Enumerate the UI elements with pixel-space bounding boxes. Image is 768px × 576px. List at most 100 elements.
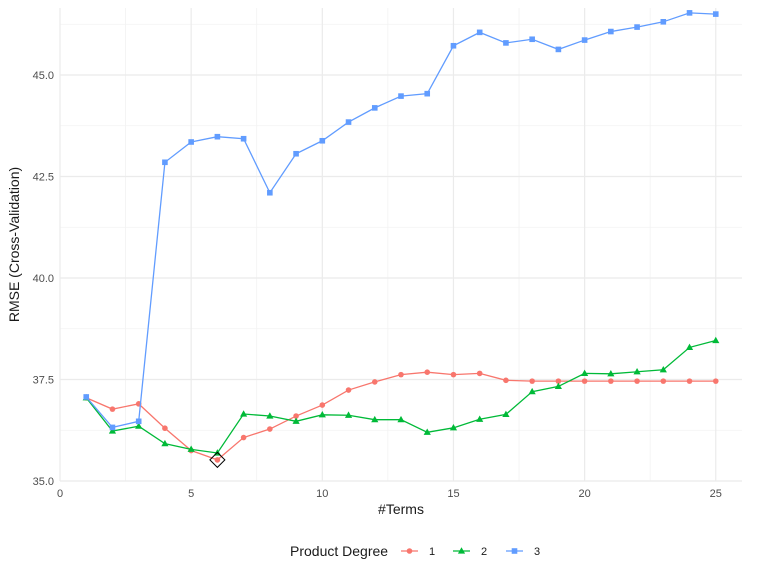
data-point-degree-1 xyxy=(529,378,535,384)
series-layer xyxy=(82,10,720,463)
data-point-degree-3 xyxy=(214,133,221,140)
data-point-degree-2 xyxy=(554,382,562,389)
legend-label: 2 xyxy=(481,546,487,558)
data-point-degree-2 xyxy=(344,411,353,418)
data-point-degree-1 xyxy=(450,371,457,378)
data-point-degree-1 xyxy=(371,379,378,385)
data-point-degree-3 xyxy=(581,37,588,43)
data-point-degree-3 xyxy=(529,36,535,43)
legend-label: 1 xyxy=(429,546,435,558)
data-point-degree-3 xyxy=(109,424,116,431)
data-point-degree-1 xyxy=(424,369,431,375)
data-point-degree-3 xyxy=(476,29,483,36)
data-point-degree-2 xyxy=(607,370,615,377)
data-point-degree-1 xyxy=(214,457,221,463)
data-point-degree-2 xyxy=(397,415,405,423)
data-point-degree-2 xyxy=(581,369,589,377)
data-point-degree-3 xyxy=(345,119,352,125)
optimum-highlight xyxy=(209,451,226,469)
data-point-degree-1 xyxy=(686,378,693,384)
data-point-degree-1 xyxy=(319,402,326,408)
data-point-degree-2 xyxy=(161,439,169,447)
data-point-degree-3 xyxy=(634,24,640,30)
y-tick-label: 42.5 xyxy=(33,171,54,183)
legend-key-marker xyxy=(457,547,466,554)
data-point-degree-2 xyxy=(659,365,667,373)
y-axis-title: RMSE (Cross-Validation) xyxy=(6,167,22,322)
data-point-degree-3 xyxy=(450,42,457,49)
data-point-degree-2 xyxy=(633,367,641,375)
data-point-degree-3 xyxy=(686,10,693,16)
data-point-degree-2 xyxy=(449,424,458,431)
data-point-degree-1 xyxy=(503,377,509,384)
data-point-degree-1 xyxy=(398,371,404,378)
x-tick-label: 10 xyxy=(316,488,328,500)
data-point-degree-3 xyxy=(555,46,562,53)
y-tick-label: 35.0 xyxy=(33,476,54,488)
data-point-degree-3 xyxy=(162,159,168,166)
data-point-degree-2 xyxy=(476,415,484,422)
y-tick-label: 45.0 xyxy=(33,70,54,82)
data-point-degree-2 xyxy=(108,427,117,434)
data-point-degree-2 xyxy=(135,422,143,429)
x-tick-label: 0 xyxy=(57,488,63,500)
data-point-degree-1 xyxy=(660,378,667,384)
data-point-degree-3 xyxy=(188,139,194,145)
data-point-degree-3 xyxy=(293,150,299,157)
data-point-degree-3 xyxy=(398,93,404,99)
data-point-degree-1 xyxy=(267,426,273,432)
axis-ticks: 0 5 10 15 20 25 35.0 37.5 40.0 42.5 45.0 xyxy=(33,70,722,500)
data-point-degree-3 xyxy=(660,19,667,25)
data-point-degree-2 xyxy=(266,412,274,419)
data-point-degree-1 xyxy=(293,413,299,419)
legend-label: 3 xyxy=(534,546,540,558)
x-axis-title: #Terms xyxy=(378,501,424,517)
gridlines xyxy=(59,8,742,482)
x-tick-label: 20 xyxy=(578,488,590,500)
data-point-degree-1 xyxy=(712,378,719,384)
data-point-degree-1 xyxy=(608,378,614,384)
legend: Product Degree 1 2 3 xyxy=(290,543,540,559)
data-point-degree-1 xyxy=(634,378,640,384)
y-tick-label: 40.0 xyxy=(33,273,54,285)
data-point-degree-1 xyxy=(162,425,168,432)
data-point-degree-3 xyxy=(319,137,326,144)
data-point-degree-2 xyxy=(187,445,195,452)
series-degree-3 xyxy=(83,10,719,431)
data-point-degree-2 xyxy=(502,410,510,418)
legend-item-degree-3: 3 xyxy=(506,546,540,558)
x-tick-label: 5 xyxy=(188,488,194,500)
data-point-degree-1 xyxy=(476,370,483,377)
data-point-degree-3 xyxy=(424,90,431,97)
legend-title: Product Degree xyxy=(290,543,388,559)
data-point-degree-3 xyxy=(83,394,90,400)
data-point-degree-2 xyxy=(685,343,694,351)
x-tick-label: 25 xyxy=(710,488,722,500)
data-point-degree-1 xyxy=(555,378,562,384)
data-point-degree-3 xyxy=(503,40,509,46)
data-point-degree-1 xyxy=(345,387,352,393)
y-tick-label: 37.5 xyxy=(33,374,54,386)
data-point-degree-2 xyxy=(240,410,248,417)
data-point-degree-2 xyxy=(528,387,536,395)
data-point-degree-3 xyxy=(608,28,614,35)
data-point-degree-3 xyxy=(371,105,378,111)
data-point-degree-2 xyxy=(371,415,379,423)
data-point-degree-2 xyxy=(292,417,300,424)
data-point-degree-2 xyxy=(712,336,720,344)
data-point-degree-3 xyxy=(712,11,719,17)
legend-key-marker xyxy=(406,548,413,554)
legend-key-marker xyxy=(511,548,518,554)
data-point-degree-3 xyxy=(135,418,142,425)
data-point-degree-2 xyxy=(318,411,326,418)
optimum-marker xyxy=(209,451,226,469)
data-point-degree-1 xyxy=(581,378,588,384)
data-point-degree-1 xyxy=(109,406,116,412)
legend-item-degree-1: 1 xyxy=(401,546,435,558)
data-point-degree-3 xyxy=(267,189,273,196)
legend-item-degree-2: 2 xyxy=(453,546,487,558)
data-point-degree-1 xyxy=(240,434,247,441)
x-tick-label: 15 xyxy=(447,488,459,500)
